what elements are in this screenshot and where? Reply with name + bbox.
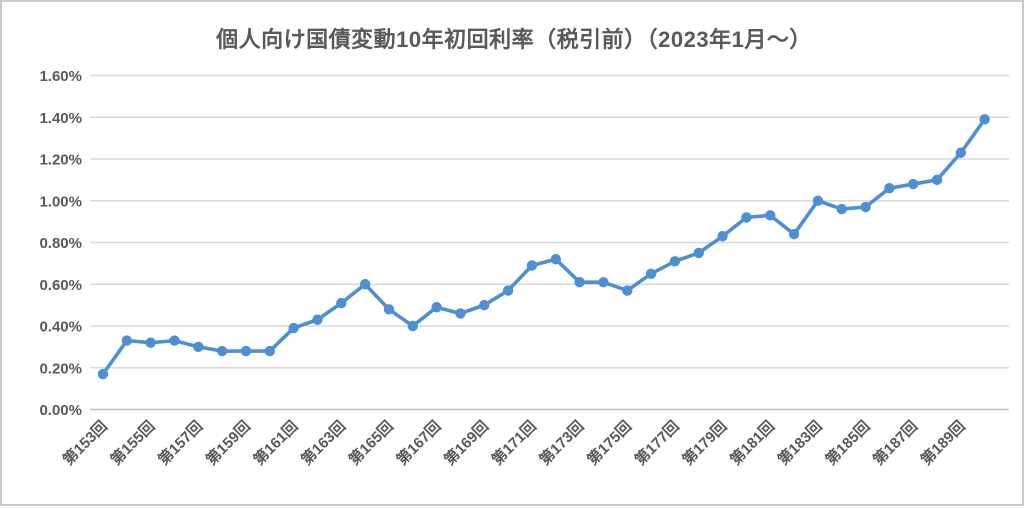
data-point bbox=[717, 231, 728, 242]
y-tick-label: 1.40% bbox=[39, 110, 82, 127]
x-tick-label: 第185回 bbox=[822, 417, 874, 469]
data-point bbox=[479, 299, 490, 311]
x-tick-label: 第177回 bbox=[631, 417, 683, 469]
data-point bbox=[97, 368, 109, 380]
x-tick-label: 第187回 bbox=[869, 417, 921, 469]
x-tick-label: 第175回 bbox=[583, 417, 635, 469]
data-point bbox=[336, 297, 347, 309]
data-point bbox=[741, 212, 752, 223]
x-tick-label: 第157回 bbox=[155, 417, 207, 469]
data-point bbox=[383, 304, 395, 315]
data-point bbox=[765, 210, 776, 221]
y-tick-label: 0.00% bbox=[39, 402, 82, 419]
x-tick-label: 第169回 bbox=[440, 417, 492, 469]
y-tick-label: 1.20% bbox=[39, 152, 82, 169]
data-point bbox=[884, 183, 895, 194]
x-tick-label: 第165回 bbox=[345, 417, 397, 469]
chart-title: 個人向け国債変動10年初回利率（税引前）（2023年1月～） bbox=[216, 27, 812, 52]
data-point bbox=[979, 114, 990, 125]
x-tick-label: 第173回 bbox=[536, 417, 588, 469]
data-point bbox=[431, 302, 442, 313]
x-tick-label: 第159回 bbox=[202, 417, 254, 469]
data-point bbox=[193, 341, 204, 353]
x-tick-label: 第161回 bbox=[250, 417, 302, 469]
data-point bbox=[121, 335, 133, 346]
y-tick-label: 0.80% bbox=[39, 235, 82, 252]
data-point bbox=[550, 254, 561, 265]
data-point bbox=[502, 285, 514, 296]
x-tick-label: 第153回 bbox=[59, 417, 111, 469]
y-tick-label: 0.60% bbox=[39, 277, 82, 294]
x-tick-label: 第163回 bbox=[297, 417, 349, 469]
data-point bbox=[407, 320, 418, 332]
x-tick-label: 第181回 bbox=[726, 417, 778, 469]
data-point bbox=[526, 260, 538, 271]
data-point bbox=[812, 195, 824, 206]
y-tick-label: 0.20% bbox=[39, 360, 82, 377]
x-tick-label: 第189回 bbox=[917, 417, 969, 469]
data-point bbox=[955, 147, 967, 158]
data-point bbox=[264, 345, 276, 357]
data-point bbox=[860, 201, 871, 213]
data-point bbox=[931, 174, 943, 186]
x-tick-label: 第171回 bbox=[488, 417, 540, 469]
data-point bbox=[359, 279, 371, 290]
data-point bbox=[169, 335, 180, 346]
data-point bbox=[312, 314, 323, 325]
y-tick-label: 0.40% bbox=[39, 319, 82, 336]
y-tick-label: 1.00% bbox=[39, 193, 82, 210]
data-line bbox=[101, 117, 987, 376]
y-tick-label: 1.60% bbox=[39, 68, 82, 85]
x-tick-label: 第167回 bbox=[393, 417, 445, 469]
data-point bbox=[669, 256, 681, 267]
data-point bbox=[455, 308, 466, 319]
data-point bbox=[145, 337, 156, 348]
data-point bbox=[216, 345, 228, 357]
data-point bbox=[598, 276, 609, 288]
x-tick-label: 第155回 bbox=[107, 417, 159, 469]
data-point bbox=[836, 203, 847, 215]
x-tick-label: 第183回 bbox=[774, 417, 826, 469]
data-point bbox=[693, 247, 704, 259]
data-point bbox=[240, 345, 252, 357]
data-point bbox=[622, 285, 633, 296]
data-point bbox=[574, 276, 585, 288]
data-point bbox=[908, 178, 919, 190]
data-point bbox=[645, 268, 657, 280]
x-tick-label: 第179回 bbox=[679, 417, 731, 469]
data-point bbox=[288, 322, 299, 334]
data-point bbox=[788, 228, 800, 240]
